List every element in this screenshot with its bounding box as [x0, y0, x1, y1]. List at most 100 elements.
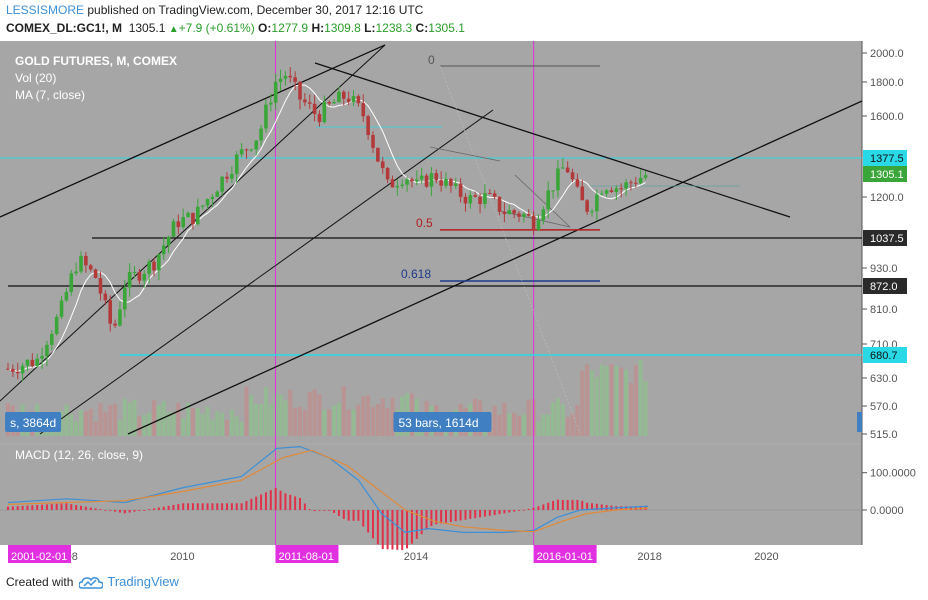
macd-hist-bar	[201, 503, 204, 510]
volume-bar	[132, 399, 137, 436]
macd-hist-bar	[269, 490, 272, 510]
low-label: L:	[364, 21, 376, 35]
volume-bar	[69, 414, 74, 436]
macd-hist-bar	[498, 510, 501, 515]
candle-body	[366, 116, 370, 136]
macd-hist-bar	[104, 510, 107, 511]
main-pane[interactable]	[0, 41, 862, 443]
publish-line: LESSISMORE published on TradingView.com,…	[6, 3, 423, 17]
candle-body	[225, 176, 229, 179]
price-tag-bg	[863, 347, 907, 363]
date-marker-bg	[275, 545, 339, 563]
up-arrow-icon: ▲	[168, 24, 179, 35]
macd-hist-bar	[226, 503, 228, 510]
macd-hist-bar	[123, 510, 126, 514]
volume-bar	[93, 421, 98, 436]
price-change: +7.9 (+0.61%)	[178, 21, 255, 35]
macd-hist-bar	[299, 497, 301, 510]
macd-hist-bar	[449, 510, 452, 523]
macd-hist-bar	[303, 503, 306, 510]
macd-hist-bar	[333, 510, 336, 513]
candle-body	[20, 365, 25, 374]
candle-body	[546, 190, 550, 210]
candle-body	[273, 81, 278, 103]
candle-body	[98, 277, 103, 294]
volume-bar	[117, 419, 122, 436]
wedge-line-3	[514, 174, 571, 228]
candle-body	[74, 271, 78, 274]
price-tag-label: 1305.1	[870, 169, 904, 181]
macd-hist-bar	[376, 510, 379, 545]
time-tick-label: 2018	[637, 551, 661, 563]
macd-hist-bar	[508, 510, 511, 513]
macd-line	[7, 445, 649, 534]
candle-body	[264, 104, 268, 129]
volume-bar	[137, 416, 142, 436]
fib-diagonal	[439, 65, 581, 434]
macd-hist-bar	[279, 490, 282, 510]
macd-hist-bar	[26, 505, 29, 510]
candle-body	[551, 190, 555, 192]
candle-body	[614, 188, 619, 193]
author-link[interactable]: LESSISMORE	[6, 3, 85, 17]
macd-hist-bar	[245, 501, 248, 510]
macd-hist-bar	[381, 510, 384, 549]
candle-body	[176, 221, 181, 228]
macd-hist-bar	[625, 506, 628, 510]
macd-hist-bar	[94, 508, 97, 510]
macd-hist-bar	[527, 508, 530, 510]
legend-ma: MA (7, close)	[15, 88, 85, 102]
macd-hist-bar	[547, 502, 550, 510]
range-label-bg	[5, 412, 62, 432]
price-tick-label: 1600.0	[870, 111, 904, 123]
macd-hist-bar	[634, 506, 637, 510]
volume-bar	[507, 413, 512, 436]
candle-body	[6, 368, 10, 370]
macd-hist-bar	[464, 510, 467, 520]
symbol-name[interactable]: COMEX_DL:GC1!, M	[6, 21, 123, 35]
candle-body	[127, 272, 132, 288]
candle-body	[11, 368, 15, 372]
volume-bar	[215, 411, 220, 436]
candle-body	[376, 147, 380, 162]
macd-hist-bar	[406, 510, 409, 549]
tradingview-link[interactable]: TradingView	[107, 574, 179, 589]
candle-body	[444, 178, 448, 186]
macd-hist-bar	[420, 510, 423, 535]
candle-body	[25, 359, 30, 366]
volume-bar	[249, 395, 254, 436]
candle-body	[35, 358, 39, 366]
volume-bar	[385, 407, 390, 436]
candle-body	[453, 183, 458, 186]
volume-bar	[332, 405, 337, 436]
candle-body	[137, 272, 142, 281]
volume-bar	[624, 369, 629, 436]
price-tag-label: 1377.5	[870, 153, 904, 165]
volume-bar	[298, 406, 302, 436]
candle-body	[429, 173, 434, 187]
descending-trendline	[314, 62, 791, 218]
range-label-text: 53 bars, 1614d	[398, 416, 478, 430]
time-tick-label: 2010	[170, 551, 194, 563]
candle-body	[434, 173, 439, 181]
candle-body	[200, 205, 205, 207]
price-chart[interactable]: 0 0.5 0.618 2000.0 1800.0 1600.0 1200.0 930.0 8…	[0, 41, 928, 571]
macd-hist-bar	[391, 510, 394, 550]
macd-hist-bar	[36, 504, 39, 510]
candle-body	[152, 261, 156, 271]
volume-bar	[517, 416, 521, 436]
fib-label-0: 0	[428, 53, 435, 67]
macd-hist-bar	[556, 499, 559, 510]
macd-hist-bar	[561, 499, 564, 510]
macd-series	[0, 445, 862, 551]
candle-body	[346, 98, 351, 103]
drawings-layer[interactable]: 0 0.5 0.618	[0, 41, 863, 545]
volume-bar	[555, 398, 560, 436]
volume-bar	[346, 409, 351, 436]
candle-body	[307, 102, 312, 104]
candle-body	[483, 193, 487, 205]
macd-hist-bar	[629, 506, 632, 510]
macd-hist-bar	[571, 499, 574, 510]
macd-hist-bar	[153, 508, 155, 510]
candle-body	[249, 149, 254, 151]
